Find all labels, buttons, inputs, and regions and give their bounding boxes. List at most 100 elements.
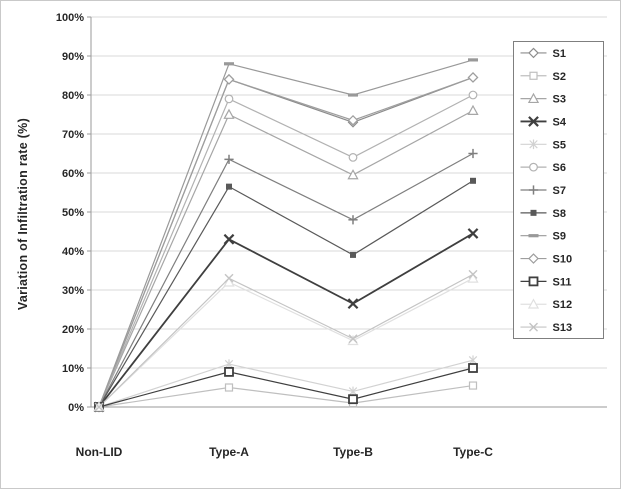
dash-marker-icon xyxy=(468,58,478,62)
legend-item-S5: S5 xyxy=(520,139,566,151)
legend-label: S3 xyxy=(553,94,566,106)
legend-item-S10: S10 xyxy=(520,253,573,266)
square-open-marker-icon xyxy=(224,383,234,392)
legend-item-S6: S6 xyxy=(520,162,566,174)
triangle-open-marker-icon xyxy=(527,92,540,104)
diamond-open-marker-icon xyxy=(528,47,539,59)
legend-label: S11 xyxy=(553,276,572,288)
legend-label: S10 xyxy=(553,254,573,266)
square-open-bold-marker-icon xyxy=(528,276,539,287)
asterisk-marker-icon xyxy=(529,139,538,150)
series-line-S9 xyxy=(98,59,474,408)
triangle-open-marker-icon xyxy=(467,272,479,283)
triangle-open-marker-icon xyxy=(223,276,235,287)
plus-marker-icon xyxy=(528,185,539,195)
plus-marker-icon xyxy=(348,215,358,225)
series-lines xyxy=(98,59,474,408)
triangle-open-marker-icon xyxy=(527,298,540,309)
series-line-S8 xyxy=(98,180,474,408)
y-tick-label: 50% xyxy=(62,207,84,219)
legend: S1 S2 S3 S4 S5 S6 S7 S8 S9 S10 S11 S12 S13 xyxy=(513,41,604,339)
square-open-marker-icon xyxy=(529,71,538,80)
x-marker-icon xyxy=(529,322,538,332)
plus-marker-icon xyxy=(224,154,234,164)
series-markers xyxy=(93,58,479,413)
triangle-open-marker-icon xyxy=(467,104,479,115)
x-marker-icon xyxy=(468,269,478,279)
y-tick-label: 40% xyxy=(62,246,84,258)
series-line-S4 xyxy=(98,232,474,408)
x-marker-icon xyxy=(94,402,104,412)
square-open-bold-marker-icon xyxy=(348,394,358,405)
legend-label: S2 xyxy=(553,71,566,83)
series-line-S2 xyxy=(98,384,474,408)
legend-label: S1 xyxy=(553,48,566,60)
square-filled-marker-icon xyxy=(530,209,537,216)
y-tick-label: 30% xyxy=(62,285,84,297)
legend-label: S7 xyxy=(553,185,566,197)
legend-label: S5 xyxy=(553,139,566,151)
x-category-label: Type-A xyxy=(209,445,249,459)
legend-item-S12: S12 xyxy=(520,298,573,311)
square-filled-marker-icon xyxy=(226,183,232,190)
square-filled-marker-icon xyxy=(470,177,476,184)
x-bold-marker-icon xyxy=(528,116,539,127)
legend-label: S9 xyxy=(553,231,566,243)
circle-open-marker-icon xyxy=(348,152,358,162)
series-line-S10 xyxy=(98,76,474,408)
diamond-open-marker-icon xyxy=(223,74,235,85)
plus-marker-icon xyxy=(468,148,478,159)
y-tick-label: 90% xyxy=(62,51,84,63)
legend-item-S13: S13 xyxy=(520,322,572,334)
y-axis-title: Variation of Infiltration rate (%) xyxy=(16,117,30,311)
square-open-bold-marker-icon xyxy=(224,366,234,377)
legend-label: S8 xyxy=(553,208,566,220)
triangle-open-marker-icon xyxy=(223,108,235,119)
series-line-S6 xyxy=(98,94,474,408)
y-tick-label: 100% xyxy=(56,12,84,24)
legend-item-S2: S2 xyxy=(520,71,566,83)
triangle-open-marker-icon xyxy=(347,169,359,180)
x-category-label: Type-B xyxy=(333,445,373,459)
dash-marker-icon xyxy=(528,234,539,238)
dash-marker-icon xyxy=(224,62,234,66)
legend-item-S4: S4 xyxy=(520,116,567,128)
legend-label: S6 xyxy=(553,162,566,174)
legend-item-S7: S7 xyxy=(520,185,566,197)
x-marker-icon xyxy=(224,273,234,283)
legend-label: S4 xyxy=(553,116,567,128)
series-line-S1 xyxy=(98,76,474,408)
diamond-open-marker-icon xyxy=(467,72,479,83)
square-open-bold-marker-icon xyxy=(468,363,478,373)
legend-item-S11: S11 xyxy=(520,276,572,288)
x-bold-marker-icon xyxy=(347,298,359,310)
series-line-S13 xyxy=(98,273,474,408)
series-line-S11 xyxy=(98,367,474,408)
y-tick-label: 60% xyxy=(62,168,84,180)
legend-item-S1: S1 xyxy=(520,47,566,60)
y-tick-label: 70% xyxy=(62,129,84,141)
x-marker-icon xyxy=(348,334,358,344)
circle-open-marker-icon xyxy=(224,94,234,104)
square-filled-marker-icon xyxy=(350,251,356,258)
x-category-label: Non-LID xyxy=(76,445,123,459)
x-category-label: Type-C xyxy=(453,445,493,459)
y-tick-label: 10% xyxy=(62,363,84,375)
circle-open-marker-icon xyxy=(529,162,538,172)
legend-item-S3: S3 xyxy=(520,92,566,106)
legend-item-S8: S8 xyxy=(520,208,566,220)
x-bold-marker-icon xyxy=(467,228,479,239)
legend-item-S9: S9 xyxy=(520,231,566,243)
diamond-open-marker-icon xyxy=(528,253,539,264)
circle-open-marker-icon xyxy=(468,90,478,100)
diamond-open-marker-icon xyxy=(347,115,359,126)
y-tick-label: 20% xyxy=(62,324,84,336)
series-line-S12 xyxy=(98,277,474,408)
square-open-marker-icon xyxy=(468,381,478,390)
series-line-S7 xyxy=(98,152,474,408)
x-bold-marker-icon xyxy=(223,233,235,245)
legend-label: S12 xyxy=(553,299,573,311)
dash-marker-icon xyxy=(348,93,358,97)
